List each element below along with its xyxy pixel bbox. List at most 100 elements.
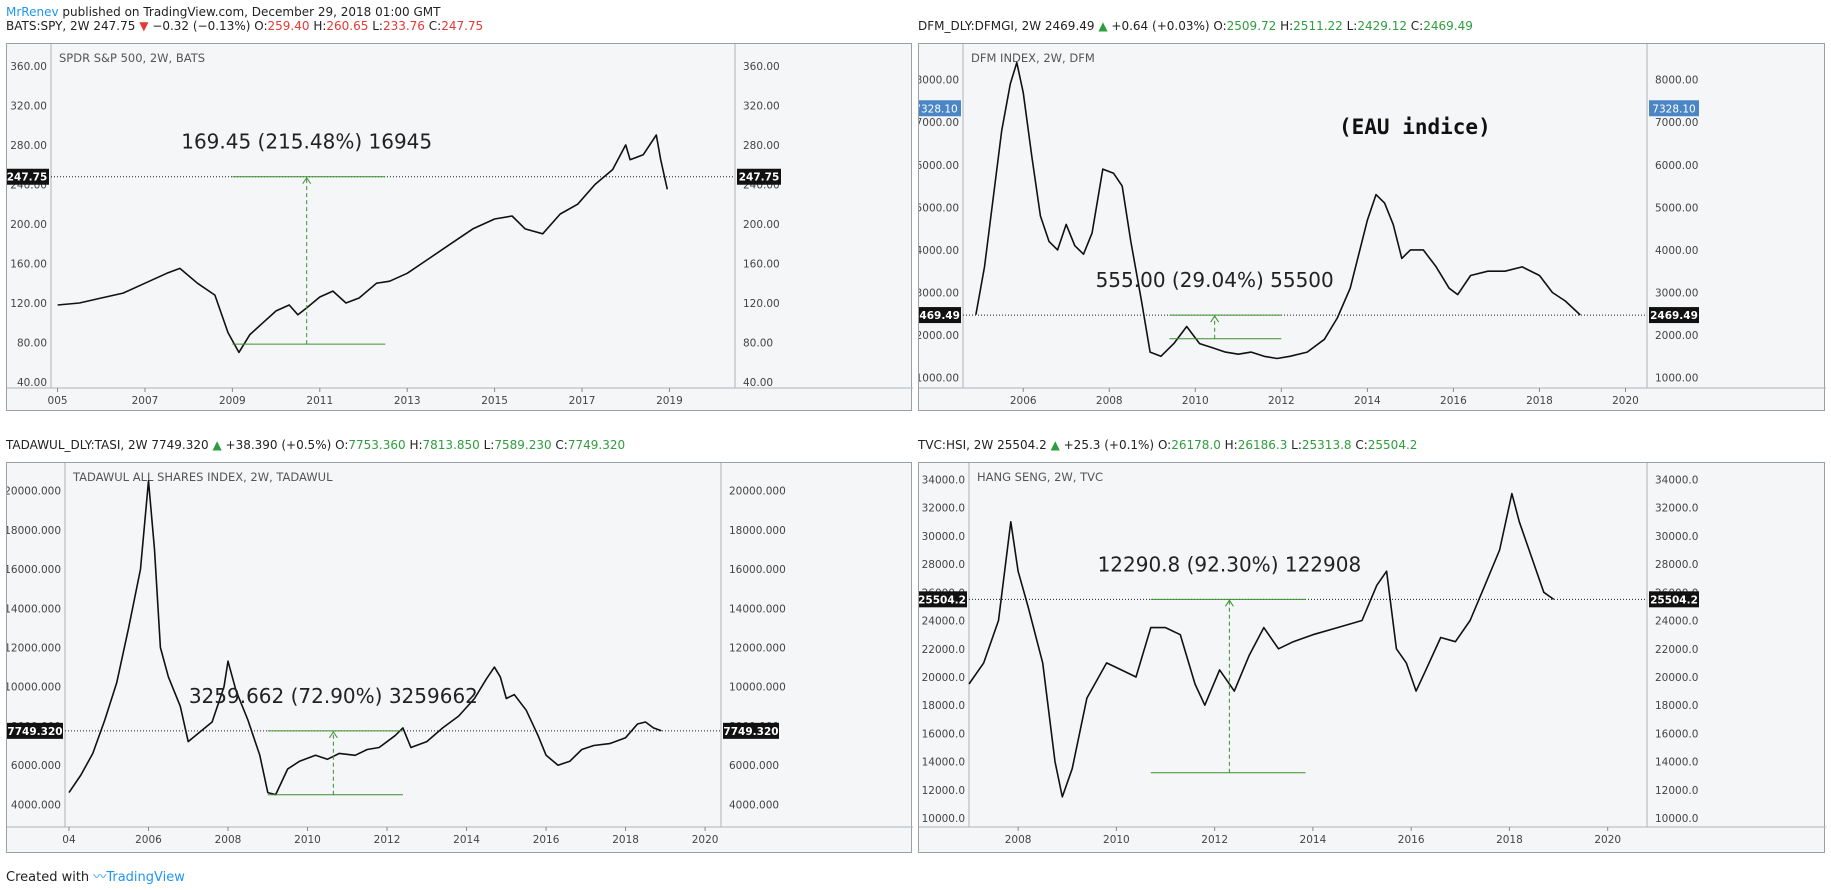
- y-tick-label-left: 6000.000: [11, 760, 61, 772]
- chart-panel-hsi[interactable]: HANG SENG, 2W, TVC 10000.0 10000.0 12000.0 1…: [918, 462, 1826, 854]
- y-tick-label-left: 30000.0: [922, 531, 965, 543]
- x-tick-label: 2011: [306, 395, 333, 407]
- x-tick-label: 2020: [1612, 395, 1639, 407]
- open-value: 7753.360: [348, 438, 406, 452]
- y-tick-label-left: 3000.00: [919, 287, 959, 299]
- x-tick-label: 2018: [1496, 834, 1523, 846]
- y-tick-label-right: 20000.000: [729, 486, 786, 498]
- price-tag-left-label: 25504.2: [919, 594, 966, 606]
- low-value: 25313.8: [1301, 438, 1352, 452]
- created-with-text: Created with: [6, 870, 90, 885]
- y-tick-label-left: 360.00: [10, 61, 47, 73]
- chart-panel-spy[interactable]: SPDR S&P 500, 2W, BATS 40.00 40.00 80.00 80.…: [6, 43, 913, 412]
- x-tick-label: 2013: [394, 395, 421, 407]
- y-tick-label-left: 4000.000: [11, 799, 61, 811]
- low-value: 7589.230: [494, 438, 552, 452]
- symbol-header-dfm: DFM_DLY:DFMGI, 2W 2469.49 ▲ +0.64 (+0.03…: [918, 19, 1473, 33]
- x-tick-label: 2008: [1096, 395, 1123, 407]
- y-tick-label-left: 20000.000: [7, 486, 61, 498]
- marker-tag-left-label: 7328.10: [919, 103, 958, 115]
- x-tick-label: 2006: [135, 834, 162, 846]
- price-series-line: [975, 61, 1581, 360]
- y-tick-label-right: 6000.00: [1655, 160, 1698, 172]
- high-value: 7813.850: [422, 438, 480, 452]
- y-tick-label-left: 120.00: [10, 298, 47, 310]
- y-tick-label-right: 14000.0: [1655, 757, 1698, 769]
- chart-title: DFM INDEX, 2W, DFM: [971, 51, 1095, 65]
- x-tick-label: 2015: [481, 395, 508, 407]
- symbol-header-hsi: TVC:HSI, 2W 25504.2 ▲ +25.3 (+0.1%) O:26…: [918, 438, 1418, 452]
- up-arrow-icon: ▲: [212, 438, 222, 452]
- y-tick-label-right: 7000.00: [1655, 117, 1698, 129]
- y-tick-label-left: 2000.00: [919, 330, 959, 342]
- y-tick-label-right: 20000.0: [1655, 672, 1698, 684]
- y-tick-label-right: 160.00: [743, 258, 780, 270]
- price-tag-right: [737, 168, 781, 185]
- y-tick-label-left: 160.00: [10, 258, 47, 270]
- close-value: 7749.320: [567, 438, 626, 452]
- tradingview-brand-link[interactable]: TradingView: [106, 870, 185, 885]
- last-price: 7749.320: [151, 438, 209, 452]
- change-value: +38.390 (+0.5%): [225, 438, 332, 452]
- symbol-header-tasi: TADAWUL_DLY:TASI, 2W 7749.320 ▲ +38.390 …: [6, 438, 626, 452]
- y-tick-label-right: 12000.0: [1655, 785, 1698, 797]
- up-arrow-icon: ▲: [1098, 19, 1108, 33]
- chart-title: SPDR S&P 500, 2W, BATS: [59, 51, 205, 65]
- y-tick-label-right: 34000.0: [1655, 474, 1698, 486]
- y-tick-label-left: 14000.000: [7, 603, 61, 615]
- y-tick-label-left: 5000.00: [919, 202, 959, 214]
- x-tick-label: 2007: [132, 395, 159, 407]
- tradingview-logo-icon: 〰: [93, 870, 107, 885]
- x-tick-label: 2014: [453, 834, 480, 846]
- y-tick-label-left: 80.00: [17, 338, 47, 350]
- y-tick-label-right: 10000.0: [1655, 813, 1698, 825]
- measure-label: 555.00 (29.04%) 55500: [1096, 268, 1334, 292]
- price-tag-left: [919, 591, 967, 608]
- y-tick-label-right: 3000.00: [1655, 287, 1698, 299]
- y-tick-label-right: 16000.000: [729, 564, 786, 576]
- y-tick-label-right: 16000.0: [1655, 728, 1698, 740]
- chart-panel-dfm[interactable]: DFM INDEX, 2W, DFM 1000.00 1000.00 2000.00 2…: [918, 43, 1826, 412]
- close-value: 247.75: [441, 19, 484, 33]
- x-tick-label: 2016: [1398, 834, 1425, 846]
- y-tick-label-left: 32000.0: [922, 503, 965, 515]
- y-tick-label-right: 320.00: [743, 100, 780, 112]
- y-tick-label-left: 10000.0: [922, 813, 965, 825]
- close-value: 25504.2: [1367, 438, 1418, 452]
- open-value: 26178.0: [1171, 438, 1221, 452]
- y-tick-label-left: 40.00: [17, 377, 47, 389]
- last-price: 247.75: [93, 19, 136, 33]
- x-tick-label: 2010: [1182, 395, 1209, 407]
- y-tick-label-left: 7000.00: [919, 117, 959, 129]
- y-tick-label-right: 14000.000: [729, 603, 786, 615]
- chart-svg-dfm[interactable]: DFM INDEX, 2W, DFM 1000.00 1000.00 2000.00 2…: [919, 44, 1826, 412]
- price-tag-right: [723, 722, 779, 739]
- y-tick-label-left: 6000.00: [919, 160, 959, 172]
- publish-line: MrRenev published on TradingView.com, De…: [6, 5, 440, 19]
- y-tick-label-left: 4000.00: [919, 245, 959, 257]
- x-tick-label: 2006: [1010, 395, 1037, 407]
- price-tag-left-label: 7749.320: [7, 726, 62, 738]
- chart-title: HANG SENG, 2W, TVC: [977, 470, 1103, 484]
- y-tick-label-right: 4000.00: [1655, 245, 1698, 257]
- y-tick-label-right: 32000.0: [1655, 503, 1698, 515]
- x-tick-label: 2014: [1300, 834, 1327, 846]
- change-value: −0.32 (−0.13%): [152, 19, 251, 33]
- chart-svg-hsi[interactable]: HANG SENG, 2W, TVC 10000.0 10000.0 12000.0 1…: [919, 463, 1826, 854]
- x-tick-label: 2018: [1526, 395, 1553, 407]
- chart-svg-spy[interactable]: SPDR S&P 500, 2W, BATS 40.00 40.00 80.00 80.…: [7, 44, 913, 412]
- chart-panel-tasi[interactable]: TADAWUL ALL SHARES INDEX, 2W, TADAWUL 400…: [6, 462, 913, 854]
- y-tick-label-right: 2000.00: [1655, 330, 1698, 342]
- y-tick-label-left: 12000.000: [7, 642, 61, 654]
- x-tick-label: 2016: [533, 834, 560, 846]
- x-tick-label: 2009: [219, 395, 246, 407]
- chart-svg-tasi[interactable]: TADAWUL ALL SHARES INDEX, 2W, TADAWUL 400…: [7, 463, 913, 854]
- price-tag-left: [7, 168, 49, 185]
- price-tag-right: [1649, 591, 1699, 608]
- y-tick-label-right: 6000.000: [729, 760, 779, 772]
- symbol-name: TVC:HSI, 2W: [918, 438, 994, 452]
- author-link[interactable]: MrRenev: [6, 5, 59, 19]
- low-value: 233.76: [382, 19, 425, 33]
- close-value: 2469.49: [1423, 19, 1473, 33]
- price-tag-left-label: 2469.49: [919, 310, 960, 322]
